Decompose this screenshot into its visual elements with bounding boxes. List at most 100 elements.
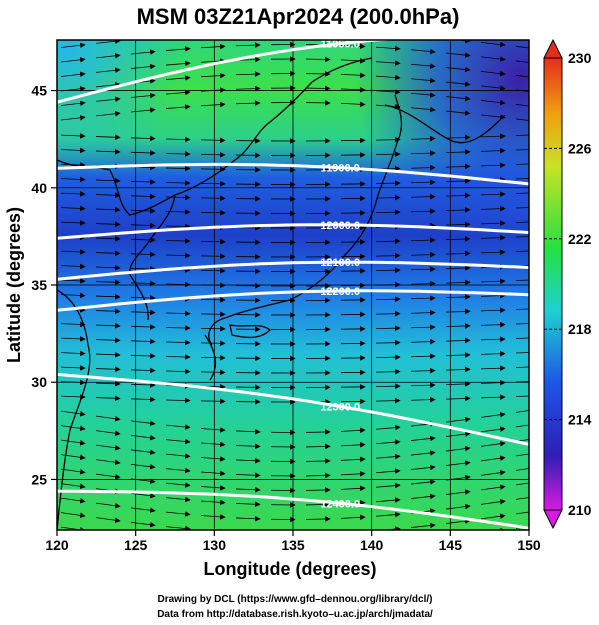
wind-arrow [480,426,506,433]
wind-arrow [410,464,436,471]
coast-japan-honshu [208,94,403,346]
wind-arrow [165,339,191,346]
wind-arrow [480,513,506,520]
wind-arrow [340,101,366,108]
wind-arrow [445,489,471,495]
wind-arrow [60,147,86,154]
wind-arrow [95,206,121,213]
wind-arrow [95,52,121,59]
wind-arrow [236,532,260,533]
wind-arrow [95,110,121,117]
wind-arrow [445,279,471,286]
wind-arrow [410,92,436,98]
wind-arrow [60,115,86,121]
wind-arrow [165,496,191,503]
wind-arrow [95,322,121,329]
wind-arrow [95,459,121,466]
wind-arrow [445,395,471,402]
y-tick-label: 35 [31,277,47,293]
colorbar-min-arrow [543,509,563,530]
wind-arrow [165,252,191,259]
wind-arrow [375,180,401,186]
wind-arrow [60,205,86,212]
wind-arrow [445,134,471,141]
wind-arrow [95,430,121,437]
wind-arrow [130,521,156,528]
wind-arrow [165,525,191,530]
wind-arrow [130,179,156,185]
wind-arrow [445,81,471,87]
wind-arrow [445,518,471,524]
wind-arrow [235,486,261,493]
wind-arrow [515,221,529,223]
wind-arrow [95,366,121,373]
wind-arrow [165,46,191,52]
wind-arrow [410,208,436,214]
colorbar-tick-label: 226 [568,140,592,156]
wind-arrow [130,507,156,513]
wind-arrow [375,439,401,445]
wind-arrow [60,278,86,284]
wind-arrow [515,424,529,428]
wind-arrow [60,321,86,328]
contour-label: 12000.0 [320,220,360,232]
wind-arrow [515,163,529,165]
wind-arrow [305,501,331,508]
wind-arrow [375,45,401,52]
wind-arrow [130,478,156,484]
wind-arrow [235,42,261,48]
contour-label: 11900.0 [321,163,360,175]
wind-arrow [95,192,121,199]
wind-arrow [200,456,226,462]
wind-arrow [130,92,156,99]
wind-arrow [60,350,86,357]
wind-arrow [235,100,261,106]
wind-arrow [480,278,506,284]
wind-arrow [410,324,436,330]
wind-arrow [359,529,366,530]
wind-arrow [95,395,121,402]
wind-arrow [480,147,506,154]
wind-arrow [375,339,401,346]
wind-arrow [60,263,86,270]
wind-arrow [165,75,191,81]
wind-arrow [515,236,529,238]
wind-arrow [376,33,400,35]
wind-arrow [480,70,506,77]
wind-arrow [130,251,156,258]
wind-arrow [60,497,86,504]
wind-arrow [60,133,86,139]
y-tick-label: 25 [31,471,47,487]
wind-arrow [340,442,366,448]
wind-arrow [515,60,529,63]
wind-arrow [340,86,366,93]
wind-arrow [165,223,191,230]
wind-arrow [480,133,506,139]
wind-arrow [60,394,86,400]
wind-arrow [410,266,436,272]
wind-arrow [515,75,529,78]
wind-arrow [411,35,435,37]
wind-arrow [480,234,506,241]
wind-arrow [60,365,86,371]
wind-arrow [445,337,471,344]
colorbar-tick-label: 214 [568,412,592,428]
wind-arrow [60,249,86,255]
wind-arrow [410,48,436,55]
wind-arrow [515,410,529,413]
wind-arrow [445,207,471,213]
wind-arrow [95,337,121,344]
wind-arrow [165,424,191,430]
wind-arrow [480,249,506,255]
wind-arrow [445,294,471,300]
wind-arrow [130,266,156,272]
wind-arrow [130,338,156,345]
wind-arrow [340,485,366,492]
wind-arrow [95,177,121,184]
wind-arrow [166,541,190,543]
y-tick-label: 40 [31,180,47,196]
wind-arrow [95,444,121,451]
wind-arrow [445,352,471,358]
wind-arrow [375,325,401,331]
